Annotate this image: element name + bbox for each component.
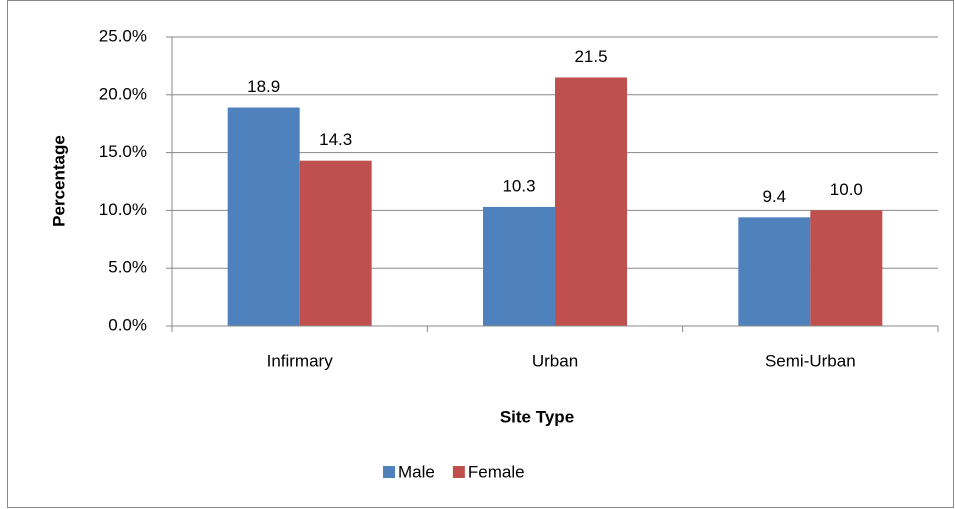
legend-label: Female [468,462,525,481]
y-tick-label: 10.0% [99,200,147,219]
chart-border [7,0,954,508]
y-tick-label: 5.0% [108,258,147,277]
y-axis-label: Percentage [49,135,68,227]
legend-label: Male [398,462,435,481]
value-label: 10.3 [502,176,535,195]
y-tick-label: 20.0% [99,84,147,103]
x-tick-label: Infirmary [267,351,334,370]
bar [227,107,300,327]
value-label: 10.0 [830,180,863,199]
value-label: 21.5 [574,47,607,66]
y-tick-label: 25.0% [99,26,147,45]
y-tick-label: 15.0% [99,142,147,161]
bar [810,210,883,326]
value-label: 14.3 [319,130,352,149]
x-tick-label: Urban [532,351,578,370]
bar [299,160,372,326]
bar [555,77,627,327]
bar [483,206,555,326]
value-label: 18.9 [247,77,280,96]
x-axis-label: Site Type [500,407,574,426]
y-tick-label: 0.0% [108,315,147,334]
legend-swatch [383,466,395,478]
x-tick-label: Semi-Urban [765,351,856,370]
bar [738,217,811,326]
legend-swatch [452,466,465,478]
value-label: 9.4 [763,187,787,206]
